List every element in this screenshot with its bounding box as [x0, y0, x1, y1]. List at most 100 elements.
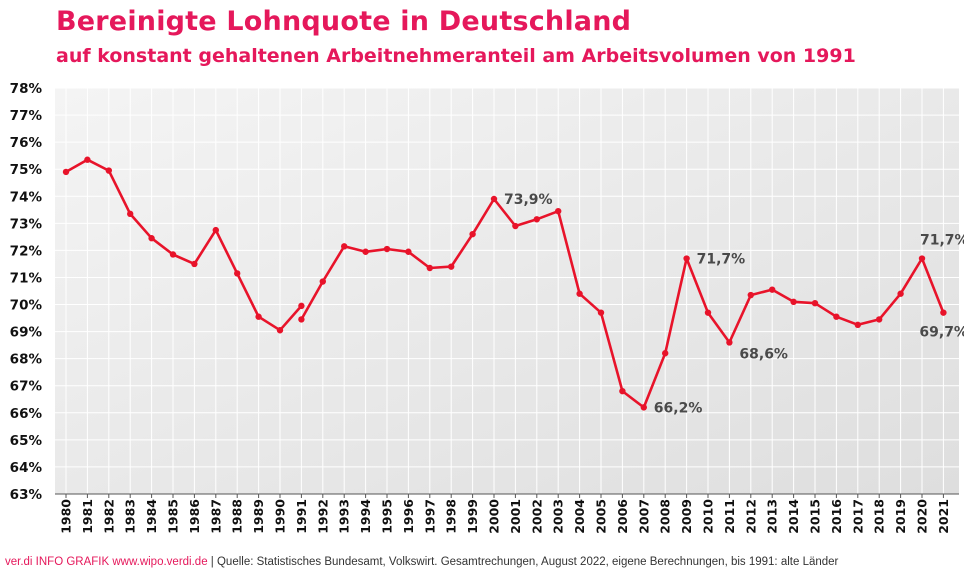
- x-tick-label: 2009: [679, 499, 694, 534]
- x-tick-label: 2019: [893, 499, 908, 534]
- x-tick-label: 1998: [444, 499, 459, 534]
- data-point: [362, 248, 369, 255]
- x-tick-label: 2006: [615, 499, 630, 534]
- y-tick-label: 63%: [10, 487, 43, 503]
- data-point: [255, 313, 262, 320]
- y-tick-label: 67%: [10, 379, 43, 395]
- data-point: [490, 195, 498, 203]
- x-tick-label: 2021: [936, 499, 951, 534]
- x-tick-label: 1991: [294, 499, 309, 534]
- data-point: [597, 309, 605, 316]
- x-axis: 1980 1981 1982 1983 1984 1985 1986 1987 1988 1989…: [59, 494, 951, 534]
- data-point: [918, 255, 926, 262]
- y-tick-label: 76%: [10, 135, 43, 151]
- x-tick-label: 1996: [401, 499, 416, 534]
- data-label: 69,7%: [919, 325, 964, 341]
- footer-source: Quelle: Statistisches Bundesamt, Volkswi…: [216, 556, 839, 568]
- y-tick-label: 77%: [10, 108, 43, 124]
- data-point: [662, 350, 669, 357]
- data-point: [298, 316, 305, 323]
- data-point: [576, 290, 583, 297]
- data-point: [405, 248, 412, 255]
- data-point: [790, 298, 797, 306]
- x-tick-label: 1995: [380, 499, 395, 534]
- data-point: [876, 316, 883, 323]
- data-point: [512, 222, 519, 230]
- x-tick-label: 1999: [465, 499, 480, 534]
- x-tick-label: 2003: [551, 499, 566, 534]
- x-tick-label: 2017: [850, 499, 865, 534]
- x-tick-label: 2002: [529, 499, 544, 534]
- data-label: 71,7%: [697, 252, 746, 268]
- data-point: [84, 156, 91, 163]
- data-label: 73,9%: [504, 192, 553, 208]
- data-label: 66,2%: [654, 400, 703, 416]
- x-tick-label: 2012: [743, 499, 758, 534]
- y-tick-label: 78%: [10, 81, 43, 97]
- data-point: [62, 168, 70, 176]
- chart-title: Bereinigte Lohnquote in Deutschland: [56, 6, 632, 37]
- data-point: [833, 313, 840, 320]
- chart-subtitle: auf konstant gehaltenen Arbeitnehmerante…: [56, 45, 856, 67]
- x-tick-label: 2014: [786, 499, 801, 534]
- data-point: [234, 270, 241, 277]
- footer-separator: |: [207, 556, 217, 568]
- x-tick-label: 1989: [251, 499, 266, 534]
- x-tick-label: 2013: [765, 499, 780, 534]
- y-tick-label: 74%: [10, 189, 43, 205]
- data-point: [769, 286, 776, 293]
- plot-background: [55, 88, 959, 494]
- x-tick-label: 1984: [144, 499, 159, 534]
- y-tick-label: 75%: [10, 162, 43, 178]
- footer-brand[interactable]: ver.di INFO GRAFIK www.wipo.verdi.de: [5, 556, 208, 568]
- data-point: [105, 167, 113, 174]
- data-point: [704, 309, 712, 316]
- x-tick-label: 1988: [230, 499, 245, 534]
- data-point: [811, 299, 819, 307]
- data-point: [191, 260, 198, 268]
- series-line: [64, 158, 303, 332]
- x-tick-label: 2008: [658, 499, 673, 534]
- x-tick-label: 1983: [123, 499, 138, 534]
- y-tick-label: 73%: [10, 216, 43, 232]
- x-tick-label: 1982: [101, 499, 116, 534]
- data-point: [854, 321, 861, 329]
- y-tick-label: 69%: [10, 325, 43, 341]
- x-tick-label: 1986: [187, 499, 202, 534]
- data-point: [640, 404, 647, 411]
- data-label: 71,7%: [920, 233, 964, 249]
- data-point: [341, 243, 348, 250]
- y-axis: 63% 64% 65% 66% 67% 68% 69% 70% 71% 72% 73% 74% 75% 7…: [10, 81, 43, 503]
- data-point: [726, 339, 733, 346]
- x-tick-label: 2000: [487, 499, 502, 534]
- data-point: [469, 230, 476, 238]
- x-tick-label: 2020: [915, 499, 930, 534]
- x-tick-label: 2018: [872, 499, 887, 534]
- x-tick-label: 2011: [722, 499, 737, 534]
- y-tick-label: 68%: [10, 352, 43, 368]
- data-point: [383, 245, 391, 253]
- y-tick-label: 70%: [10, 298, 43, 314]
- data-point: [298, 302, 305, 310]
- series-group: [62, 156, 947, 411]
- data-point: [683, 255, 690, 262]
- x-tick-label: 2005: [594, 499, 609, 534]
- data-point: [169, 251, 177, 258]
- y-tick-label: 71%: [10, 270, 43, 286]
- data-point: [148, 235, 155, 242]
- data-point: [212, 226, 219, 234]
- x-tick-label: 1990: [273, 499, 288, 534]
- x-tick-label: 1994: [358, 499, 373, 534]
- x-tick-label: 2001: [508, 499, 523, 534]
- data-point: [619, 387, 626, 395]
- y-tick-label: 66%: [10, 406, 43, 422]
- data-point: [897, 290, 904, 297]
- x-tick-label: 2010: [701, 499, 716, 534]
- data-point: [940, 309, 947, 316]
- data-point: [319, 278, 326, 285]
- x-tick-label: 2016: [829, 499, 844, 534]
- y-tick-label: 72%: [10, 243, 43, 259]
- data-point: [555, 207, 562, 215]
- x-tick-label: 1981: [80, 499, 95, 534]
